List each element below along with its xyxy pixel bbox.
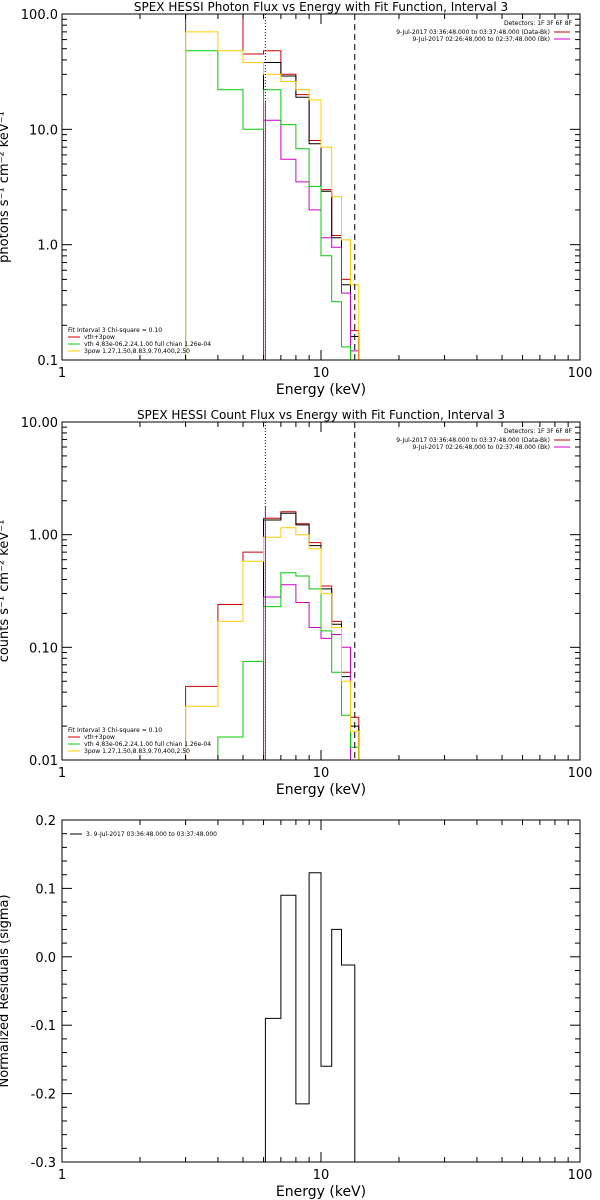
x-tick-label: 100 xyxy=(568,1168,593,1183)
series-bk xyxy=(263,584,351,760)
x-axis-label: Energy (keV) xyxy=(276,382,366,398)
x-axis-label: Energy (keV) xyxy=(276,782,366,798)
plot-area xyxy=(185,511,368,760)
y-tick-label: 100.0 xyxy=(21,8,58,23)
legend-left-entry: vth 4.83e-06,2.24,1.00 full chian 1.26e-… xyxy=(84,741,211,748)
legend-left-entry: vth 4.83e-06,2.24,1.00 full chian 1.26e-… xyxy=(84,341,211,348)
series-vth-3pow xyxy=(263,62,360,360)
series-data-bk xyxy=(185,511,368,760)
series-residuals xyxy=(264,872,356,1162)
y-tick-label: 0.0 xyxy=(35,951,56,966)
x-axis-label: Energy (keV) xyxy=(276,1184,366,1200)
legend-right-entry: 9-Jul-2017 03:36:48.000 to 03:37:48.000 … xyxy=(396,437,550,444)
legend-left-entry: vth+3pow xyxy=(84,734,115,741)
detectors-label: Detectors: 1F 3F 6F 8F xyxy=(504,20,573,27)
x-tick-label: 10 xyxy=(313,766,330,781)
legend-left-entry: 3pow 1.27,1.50,8.83,9.70,400,2.50 xyxy=(84,348,190,355)
fit-interval-label: Fit Interval 3 Chi-square = 0.10 xyxy=(68,327,162,334)
y-tick-label: 10.0 xyxy=(29,123,58,138)
legend-right-entry: 9-Jul-2017 02:26:48.000 to 02:37:48.000 … xyxy=(412,444,550,451)
y-axis-label: photons s⁻¹ cm⁻² keV⁻¹ xyxy=(0,111,12,263)
x-tick-label: 1 xyxy=(58,766,66,781)
x-tick-label: 100 xyxy=(568,366,593,381)
x-tick-label: 100 xyxy=(568,766,593,781)
x-tick-label: 1 xyxy=(58,1168,66,1183)
chart-panel-2: 1 10 100 0.01 0.10 1.00 10.00 SPEX HESSI Count … xyxy=(0,408,592,798)
legend-left-entry: vth+3pow xyxy=(84,334,115,341)
legend-right-entry: 9-Jul-2017 02:26:48.000 to 02:37:48.000 … xyxy=(412,36,550,43)
series-3pow xyxy=(185,527,368,760)
x-tick-label: 10 xyxy=(313,1168,330,1183)
series-vth xyxy=(217,572,360,760)
series-vth xyxy=(185,50,360,360)
fit-interval-label: Fit Interval 3 Chi-square = 0.10 xyxy=(68,727,162,734)
y-axis-label: Normalized Residuals (sigma) xyxy=(0,894,12,1087)
chart-panel-1: 1 10 100 0.1 1.0 10.0 100.0 SPEX HESSI Photon F… xyxy=(0,0,592,398)
y-tick-label: -0.2 xyxy=(31,1088,56,1103)
chart-title: SPEX HESSI Photon Flux vs Energy with Fi… xyxy=(134,0,508,14)
legend-left-entry: 3pow 1.27,1.50,8.83,9.70,400,2.50 xyxy=(84,748,190,755)
y-tick-label: -0.1 xyxy=(31,1019,56,1034)
y-axis-label: counts s⁻¹ cm⁻² keV⁻¹ xyxy=(0,520,12,663)
y-tick-label: 0.1 xyxy=(35,882,56,897)
series-data-bk xyxy=(185,14,368,360)
series-vth-3pow xyxy=(263,512,360,760)
series-bk xyxy=(263,119,360,360)
y-tick-label: 1.00 xyxy=(29,529,58,544)
x-tick-label: 1 xyxy=(58,366,66,381)
detectors-label: Detectors: 1F 3F 6F 8F xyxy=(504,428,573,435)
plot-area xyxy=(185,14,368,360)
chart-title: SPEX HESSI Count Flux vs Energy with Fit… xyxy=(137,408,505,422)
chart-panel-3: 1 10 100 -0.3 -0.2 -0.1 0.0 0.1 0.2 Energy (keV) N… xyxy=(0,814,592,1200)
y-tick-label: 0.2 xyxy=(35,814,56,829)
legend-entry: 3. 9-Jul-2017 03:36:48.000 to 03:37:48.0… xyxy=(86,831,217,838)
y-tick-label: 0.01 xyxy=(29,754,58,769)
plot-area xyxy=(264,872,356,1162)
x-tick-label: 10 xyxy=(313,366,330,381)
series-3pow xyxy=(185,31,368,360)
y-tick-label: 0.10 xyxy=(29,641,58,656)
y-tick-label: 1.0 xyxy=(37,239,58,254)
y-tick-label: -0.3 xyxy=(31,1156,56,1171)
y-tick-label: 0.1 xyxy=(37,354,58,369)
y-tick-label: 10.00 xyxy=(21,416,58,431)
legend-right-entry: 9-Jul-2017 03:36:48.000 to 03:37:48.000 … xyxy=(396,29,550,36)
